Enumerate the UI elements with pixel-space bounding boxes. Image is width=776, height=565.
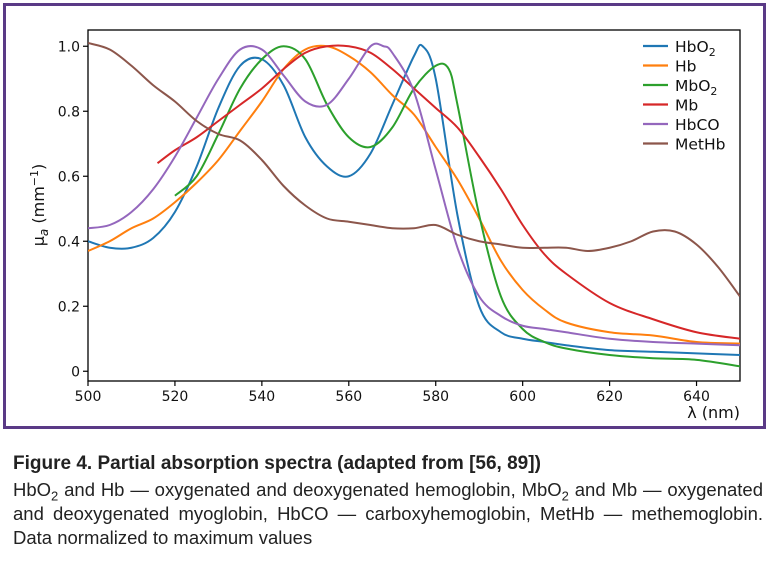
figure-caption: Figure 4. Partial absorption spectra (ad…	[13, 452, 763, 550]
caption-text: and Mb — oxygenated and deoxygenated myo…	[13, 479, 763, 548]
legend-label: MetHb	[675, 136, 725, 154]
x-tick-label: 500	[75, 389, 102, 405]
series-line-mbo2	[174, 45, 740, 368]
legend-label: HbCO	[675, 116, 720, 134]
legend-label: Hb	[675, 58, 697, 76]
legend-label: Mb	[675, 97, 698, 115]
caption-subscript: 2	[51, 488, 59, 504]
figure-frame	[3, 3, 766, 429]
caption-body: HbO2 and Hb — oxygenated and deoxygenate…	[13, 478, 763, 550]
y-tick-label: 0.6	[58, 169, 80, 185]
y-tick-label: 1.0	[58, 39, 80, 55]
absorption-chart: 500 520 540 560 580 600 620 640 0 0.2 0.4 0.6 0.8 1.0…	[28, 29, 741, 422]
y-tick-label: 0.4	[58, 234, 80, 250]
series-line-methb	[88, 42, 740, 298]
y-tick-label: 0	[71, 364, 80, 380]
x-tick-label: 540	[248, 389, 275, 405]
y-tick-label: 0.8	[58, 104, 80, 120]
y-axis-label: μa (mm−1)	[28, 164, 51, 247]
x-tick-label: 640	[683, 389, 710, 405]
caption-text: and Hb — oxygenated and deoxygenated hem…	[58, 479, 562, 500]
x-tick-label: 580	[422, 389, 449, 405]
series-line-hbco	[88, 42, 740, 347]
x-tick-label: 560	[335, 389, 362, 405]
legend-label: MbO2	[675, 77, 717, 98]
x-tick-label: 520	[162, 389, 189, 405]
caption-text: HbO	[13, 479, 52, 500]
x-tick-label: 600	[509, 389, 536, 405]
series-line-mb	[156, 44, 740, 340]
y-tick-label: 0.2	[58, 299, 80, 315]
x-tick-label: 620	[596, 389, 623, 405]
caption-subscript: 2	[561, 488, 569, 504]
plot-area-frame	[87, 29, 741, 382]
series-line-hb	[88, 44, 740, 345]
x-axis-label: λ (nm)	[687, 403, 740, 422]
caption-title: Figure 4. Partial absorption spectra (ad…	[13, 453, 541, 474]
legend-label: HbO2	[675, 38, 716, 59]
